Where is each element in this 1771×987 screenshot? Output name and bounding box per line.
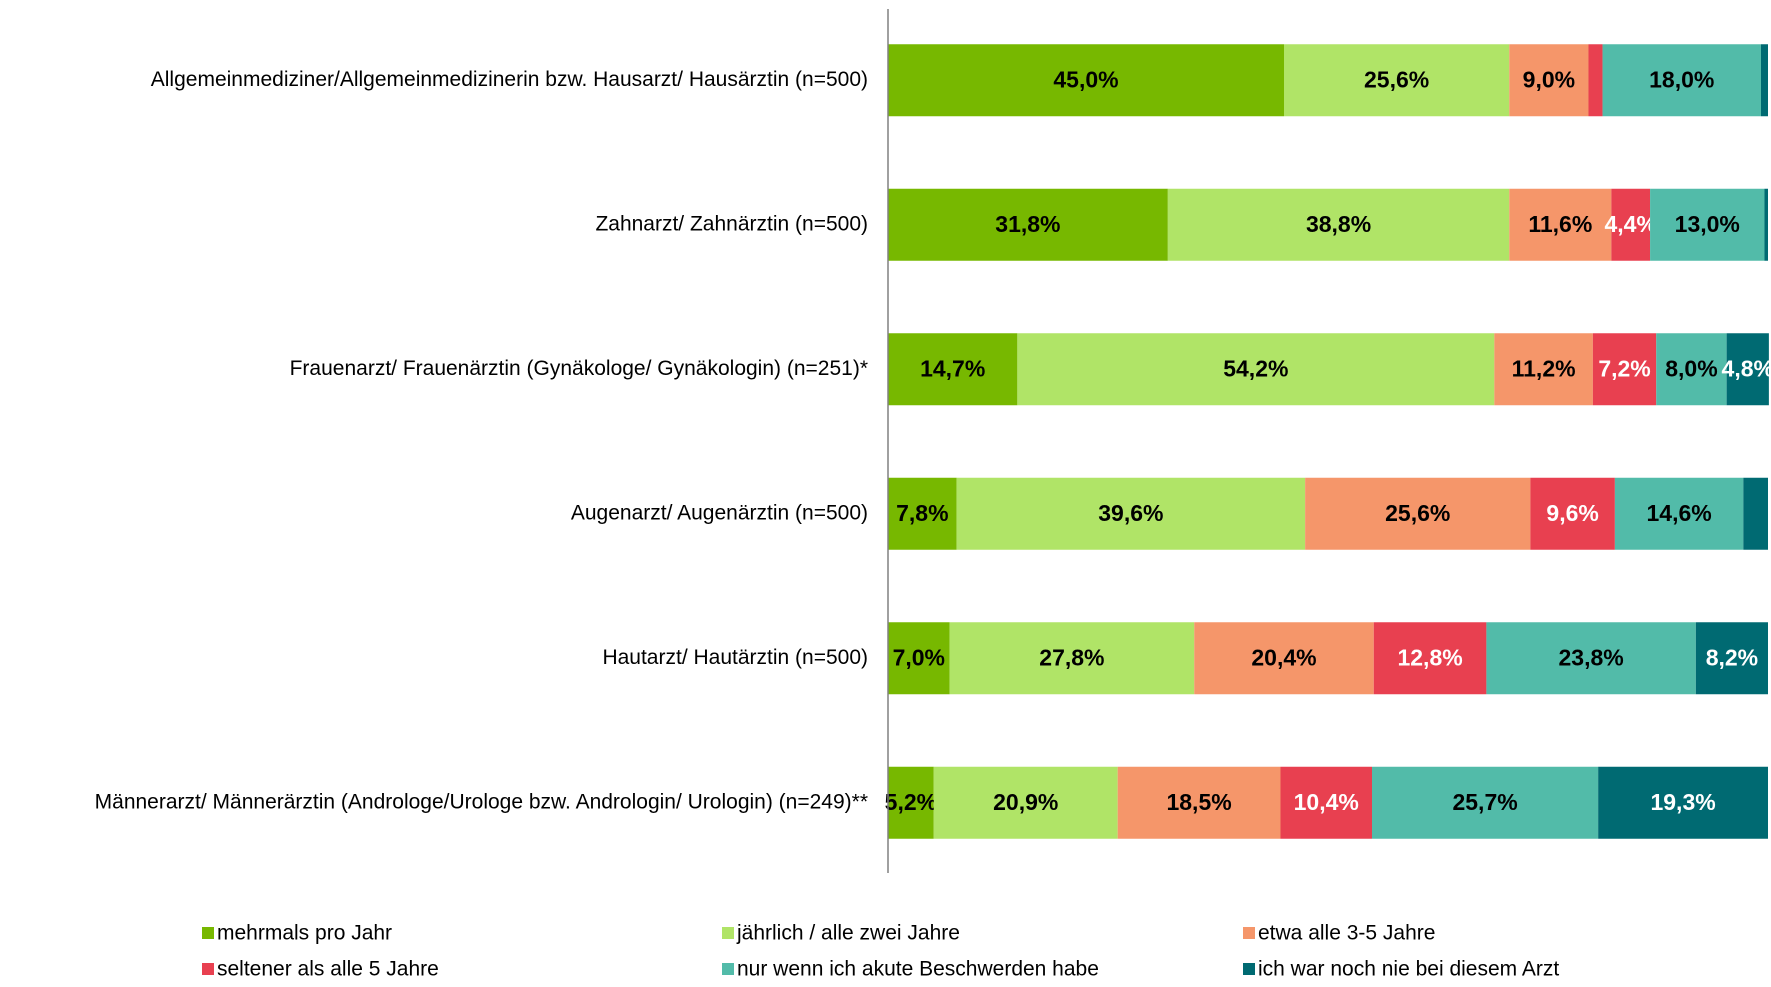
bar-segment [1695, 622, 1768, 695]
value-label: 12,8% [1397, 644, 1462, 670]
value-label: 11,2% [1512, 355, 1576, 381]
bar-segment [1530, 477, 1615, 550]
bar-segment [956, 477, 1306, 550]
category-label: Allgemeinmediziner/Allgemeinmedizinerin … [151, 68, 868, 91]
bar-segment [1284, 44, 1510, 117]
legend-label: ich war noch nie bei diesem Arzt [1258, 958, 1559, 981]
bar-segment [1372, 766, 1599, 839]
value-label: 14,7% [920, 355, 985, 381]
bar-segment [1280, 766, 1372, 839]
bar-segment [888, 333, 1018, 406]
bar-segment [1509, 44, 1589, 117]
value-label: 39,6% [1098, 500, 1163, 526]
bar-segment [1656, 333, 1727, 406]
value-label: 10,4% [1294, 789, 1359, 815]
bar-segment [1117, 766, 1281, 839]
bar-segment [1611, 188, 1651, 261]
bar-segment [1760, 44, 1768, 117]
bar-segment [933, 766, 1118, 839]
value-label: 4,4% [1605, 211, 1657, 237]
bar-segment [1494, 333, 1593, 406]
bar-segment [1598, 766, 1768, 839]
value-label: 25,6% [1385, 500, 1450, 526]
value-label: 8,2% [1706, 644, 1758, 670]
value-label: 9,0% [1523, 66, 1575, 92]
bar-segment [1194, 622, 1374, 695]
value-label: 14,6% [1647, 500, 1712, 526]
value-label: 18,0% [1649, 66, 1714, 92]
category-label: Männerarzt/ Männerärztin (Androloge/Urol… [95, 790, 868, 813]
bar-segment [1305, 477, 1531, 550]
legend-label: seltener als alle 5 Jahre [217, 958, 439, 981]
category-label: Augenarzt/ Augenärztin (n=500) [571, 501, 868, 524]
bar-segment [1588, 44, 1603, 117]
legend-label: nur wenn ich akute Beschwerden habe [737, 958, 1099, 981]
legend-swatch [202, 927, 214, 939]
bar-segment [1743, 477, 1768, 550]
value-label: 25,7% [1452, 789, 1517, 815]
value-label: 25,6% [1364, 66, 1429, 92]
legend-label: mehrmals pro Jahr [217, 922, 392, 945]
bar-segment [1509, 188, 1612, 261]
category-label: Hautarzt/ Hautärztin (n=500) [602, 646, 868, 669]
value-label: 31,8% [995, 211, 1060, 237]
value-label: 11,6% [1528, 211, 1592, 237]
value-label: 20,4% [1251, 644, 1316, 670]
value-label: 8,0% [1665, 355, 1717, 381]
value-label: 9,6% [1546, 500, 1598, 526]
bar-segment [1592, 333, 1657, 406]
bar-segment [949, 622, 1195, 695]
value-label: 7,0% [893, 644, 945, 670]
bar-segment [888, 766, 934, 839]
value-label: 18,5% [1166, 789, 1231, 815]
category-label: Zahnarzt/ Zahnärztin (n=500) [595, 212, 868, 235]
legend-swatch [722, 927, 734, 939]
legend-swatch [1243, 963, 1255, 975]
value-label: 19,3% [1650, 789, 1715, 815]
legend-label: etwa alle 3-5 Jahre [1258, 922, 1435, 945]
bar-segment [1764, 188, 1768, 261]
bar-segment [888, 44, 1284, 117]
bar-segment [1373, 622, 1487, 695]
value-label: 38,8% [1306, 211, 1371, 237]
value-label: 23,8% [1559, 644, 1624, 670]
value-label: 20,9% [993, 789, 1058, 815]
bar-segment [1614, 477, 1744, 550]
bar-segment [1486, 622, 1696, 695]
value-label: 7,8% [896, 500, 948, 526]
bar-segment [1167, 188, 1510, 261]
bar-segment [1602, 44, 1761, 117]
bar-segment [888, 622, 950, 695]
legend-swatch [722, 963, 734, 975]
value-label: 27,8% [1039, 644, 1104, 670]
bar-segment [1650, 188, 1765, 261]
category-label: Frauenarzt/ Frauenärztin (Gynäkologe/ Gy… [290, 357, 868, 380]
value-label: 5,2% [885, 789, 937, 815]
legend-swatch [202, 963, 214, 975]
legend-label: jährlich / alle zwei Jahre [736, 922, 960, 945]
bar-segment [1017, 333, 1495, 406]
legend-swatch [1243, 927, 1255, 939]
bar-segment [888, 188, 1168, 261]
value-label: 54,2% [1223, 355, 1288, 381]
value-label: 45,0% [1053, 66, 1118, 92]
bar-segment [888, 477, 957, 550]
value-label: 7,2% [1598, 355, 1650, 381]
bar-segment [1726, 333, 1769, 406]
value-label: 13,0% [1675, 211, 1740, 237]
value-label: 4,8% [1722, 355, 1771, 381]
